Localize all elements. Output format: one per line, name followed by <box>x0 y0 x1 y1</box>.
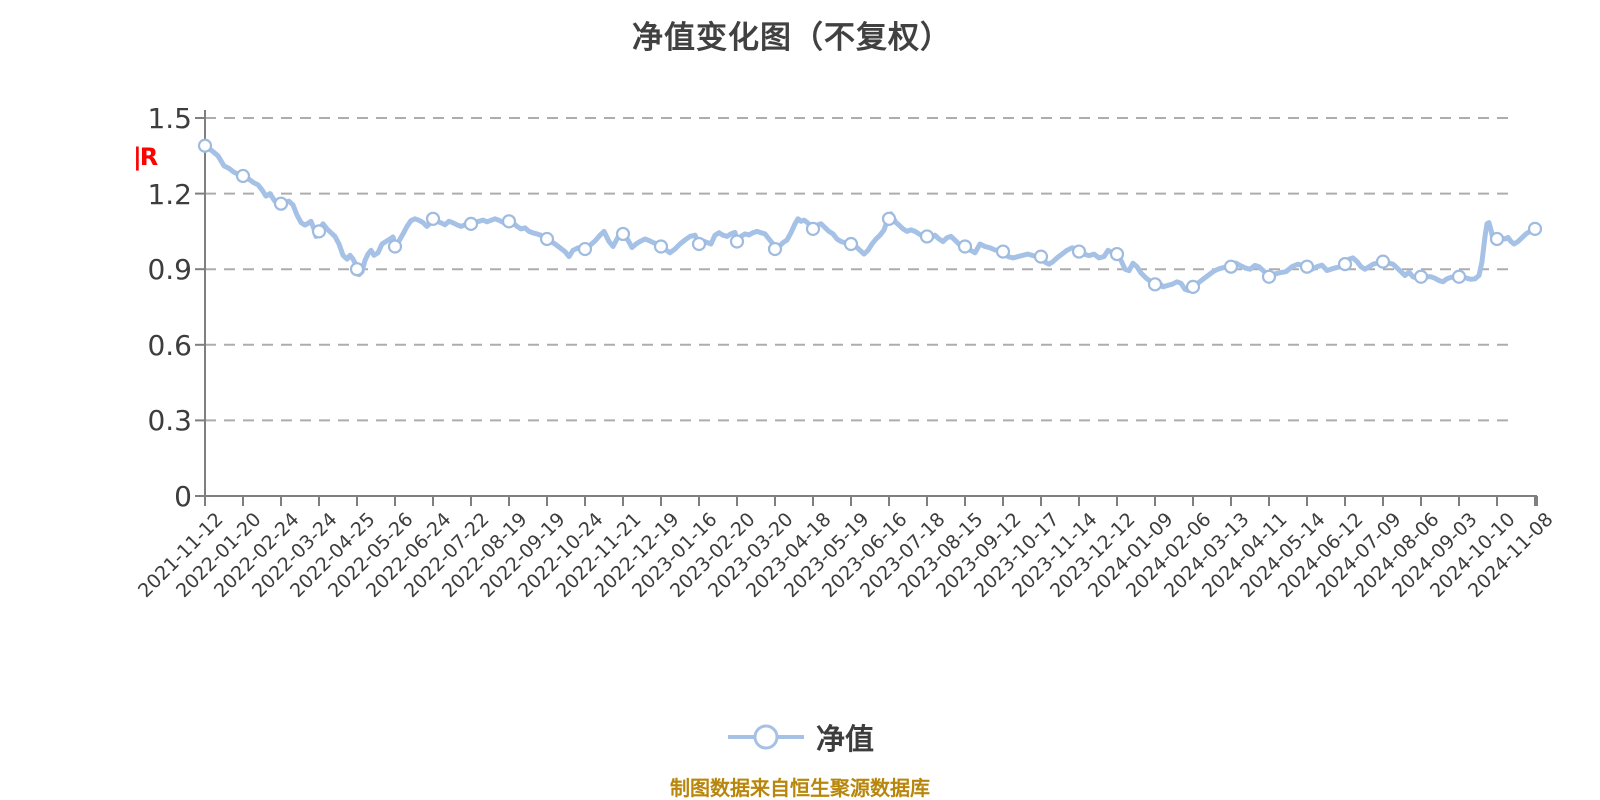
data-point-marker <box>1109 246 1125 262</box>
data-point-marker <box>1299 259 1315 274</box>
data-point-marker <box>1071 244 1087 259</box>
data-point-marker <box>1489 231 1505 247</box>
data-point-marker <box>1261 269 1277 284</box>
data-point-marker <box>311 224 327 239</box>
data-point-marker <box>919 229 935 244</box>
data-point-marker <box>273 196 289 211</box>
data-source-note: 制图数据来自恒生聚源数据库 <box>670 776 930 800</box>
data-point-marker <box>1451 269 1467 284</box>
data-point-marker <box>1337 257 1353 272</box>
y-tick-label: 0 <box>174 480 192 513</box>
data-point-marker <box>805 221 821 236</box>
data-point-marker <box>615 226 631 242</box>
data-point-marker <box>1527 221 1543 236</box>
data-point-marker <box>463 216 479 231</box>
data-point-marker <box>1033 249 1049 264</box>
y-tick-label: 0.6 <box>147 328 192 362</box>
data-point-marker <box>691 236 707 252</box>
data-point-marker <box>425 211 441 226</box>
chart-title: 净值变化图（不复权） <box>632 20 952 56</box>
red-r-watermark: |R <box>133 143 158 171</box>
data-point-marker <box>881 211 897 226</box>
y-tick-label: 1.2 <box>147 177 192 211</box>
data-point-marker <box>197 138 213 153</box>
data-point-marker <box>387 239 403 254</box>
data-point-marker <box>767 241 783 257</box>
y-tick-label: 1.5 <box>147 102 192 135</box>
data-point-marker <box>653 239 669 254</box>
data-point-marker <box>729 234 745 249</box>
data-point-marker <box>1223 259 1239 274</box>
data-point-marker <box>843 236 859 252</box>
data-point-marker <box>349 262 365 277</box>
data-point-marker <box>995 244 1011 259</box>
data-point-marker <box>501 214 517 229</box>
data-point-marker <box>1185 279 1201 294</box>
legend[interactable]: 净值 <box>726 716 874 758</box>
data-point-marker <box>577 241 593 257</box>
data-point-marker <box>1147 277 1163 292</box>
data-point-marker <box>235 168 251 184</box>
data-point-marker <box>1375 254 1391 269</box>
data-point-marker <box>539 231 555 247</box>
legend-label: 净值 <box>815 722 875 756</box>
legend-marker-icon <box>727 724 804 750</box>
y-tick-label: 0.9 <box>147 253 192 287</box>
y-tick-label: 0.3 <box>147 404 192 438</box>
data-point-marker <box>957 239 973 254</box>
data-point-marker <box>1413 269 1429 284</box>
